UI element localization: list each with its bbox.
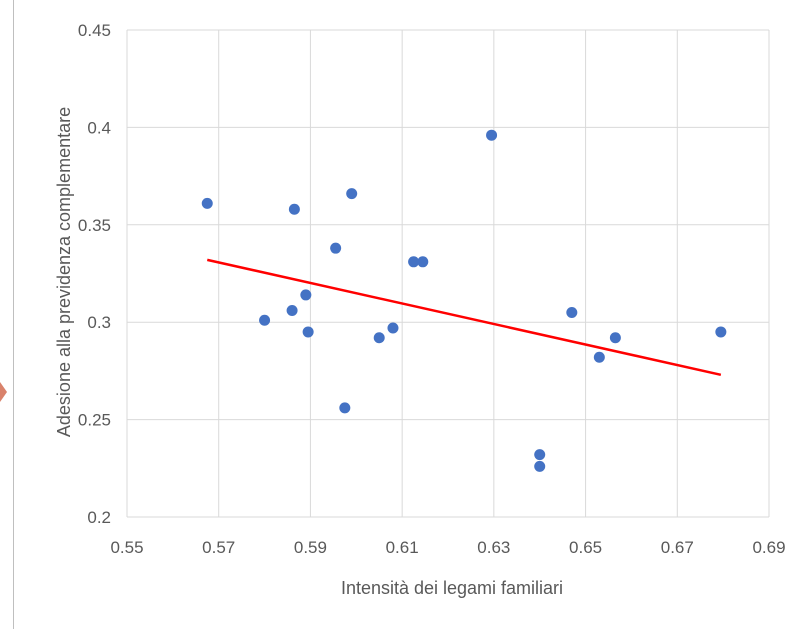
x-tick-label: 0.55	[110, 538, 143, 557]
x-tick-label: 0.59	[294, 538, 327, 557]
data-point	[387, 322, 399, 334]
data-point	[373, 332, 385, 344]
edge-arrow-icon	[0, 382, 7, 402]
y-tick-label: 0.3	[87, 313, 111, 332]
linear-trendline	[206, 258, 722, 377]
data-point	[534, 460, 546, 472]
data-point	[286, 305, 298, 317]
data-point	[609, 332, 621, 344]
x-tick-label: 0.69	[752, 538, 785, 557]
y-tick-label: 0.45	[78, 21, 111, 40]
y-tick-label: 0.4	[87, 118, 111, 137]
data-point	[534, 449, 546, 461]
y-axis-title: Adesione alla previdenza complementare	[54, 107, 74, 437]
data-point	[566, 306, 578, 318]
data-point-layer	[201, 129, 727, 472]
data-point	[339, 402, 351, 414]
x-tick-label: 0.61	[386, 538, 419, 557]
data-point	[300, 289, 312, 301]
data-point	[593, 351, 605, 363]
data-point	[330, 242, 342, 254]
x-tick-label: 0.63	[477, 538, 510, 557]
x-tick-label: 0.57	[202, 538, 235, 557]
y-tick-label: 0.2	[87, 508, 111, 527]
data-point	[201, 197, 213, 209]
tick-label-layer: 0.55 0.57 0.59 0.61 0.63 0.65 0.67 0.69 0.2 0.25 0…	[78, 21, 786, 557]
data-point	[302, 326, 314, 338]
data-point	[288, 203, 300, 215]
x-tick-label: 0.65	[569, 538, 602, 557]
y-tick-label: 0.25	[78, 411, 111, 430]
data-point	[408, 256, 420, 268]
x-axis-title: Intensità dei legami familiari	[341, 578, 563, 598]
y-tick-label: 0.35	[78, 216, 111, 235]
data-point	[417, 256, 429, 268]
left-edge-border	[0, 0, 14, 629]
trendline-layer	[206, 258, 722, 377]
data-point	[715, 326, 727, 338]
x-tick-label: 0.67	[661, 538, 694, 557]
grid-layer	[126, 29, 770, 518]
data-point	[486, 129, 498, 141]
data-point	[346, 188, 358, 200]
data-point	[259, 314, 271, 326]
